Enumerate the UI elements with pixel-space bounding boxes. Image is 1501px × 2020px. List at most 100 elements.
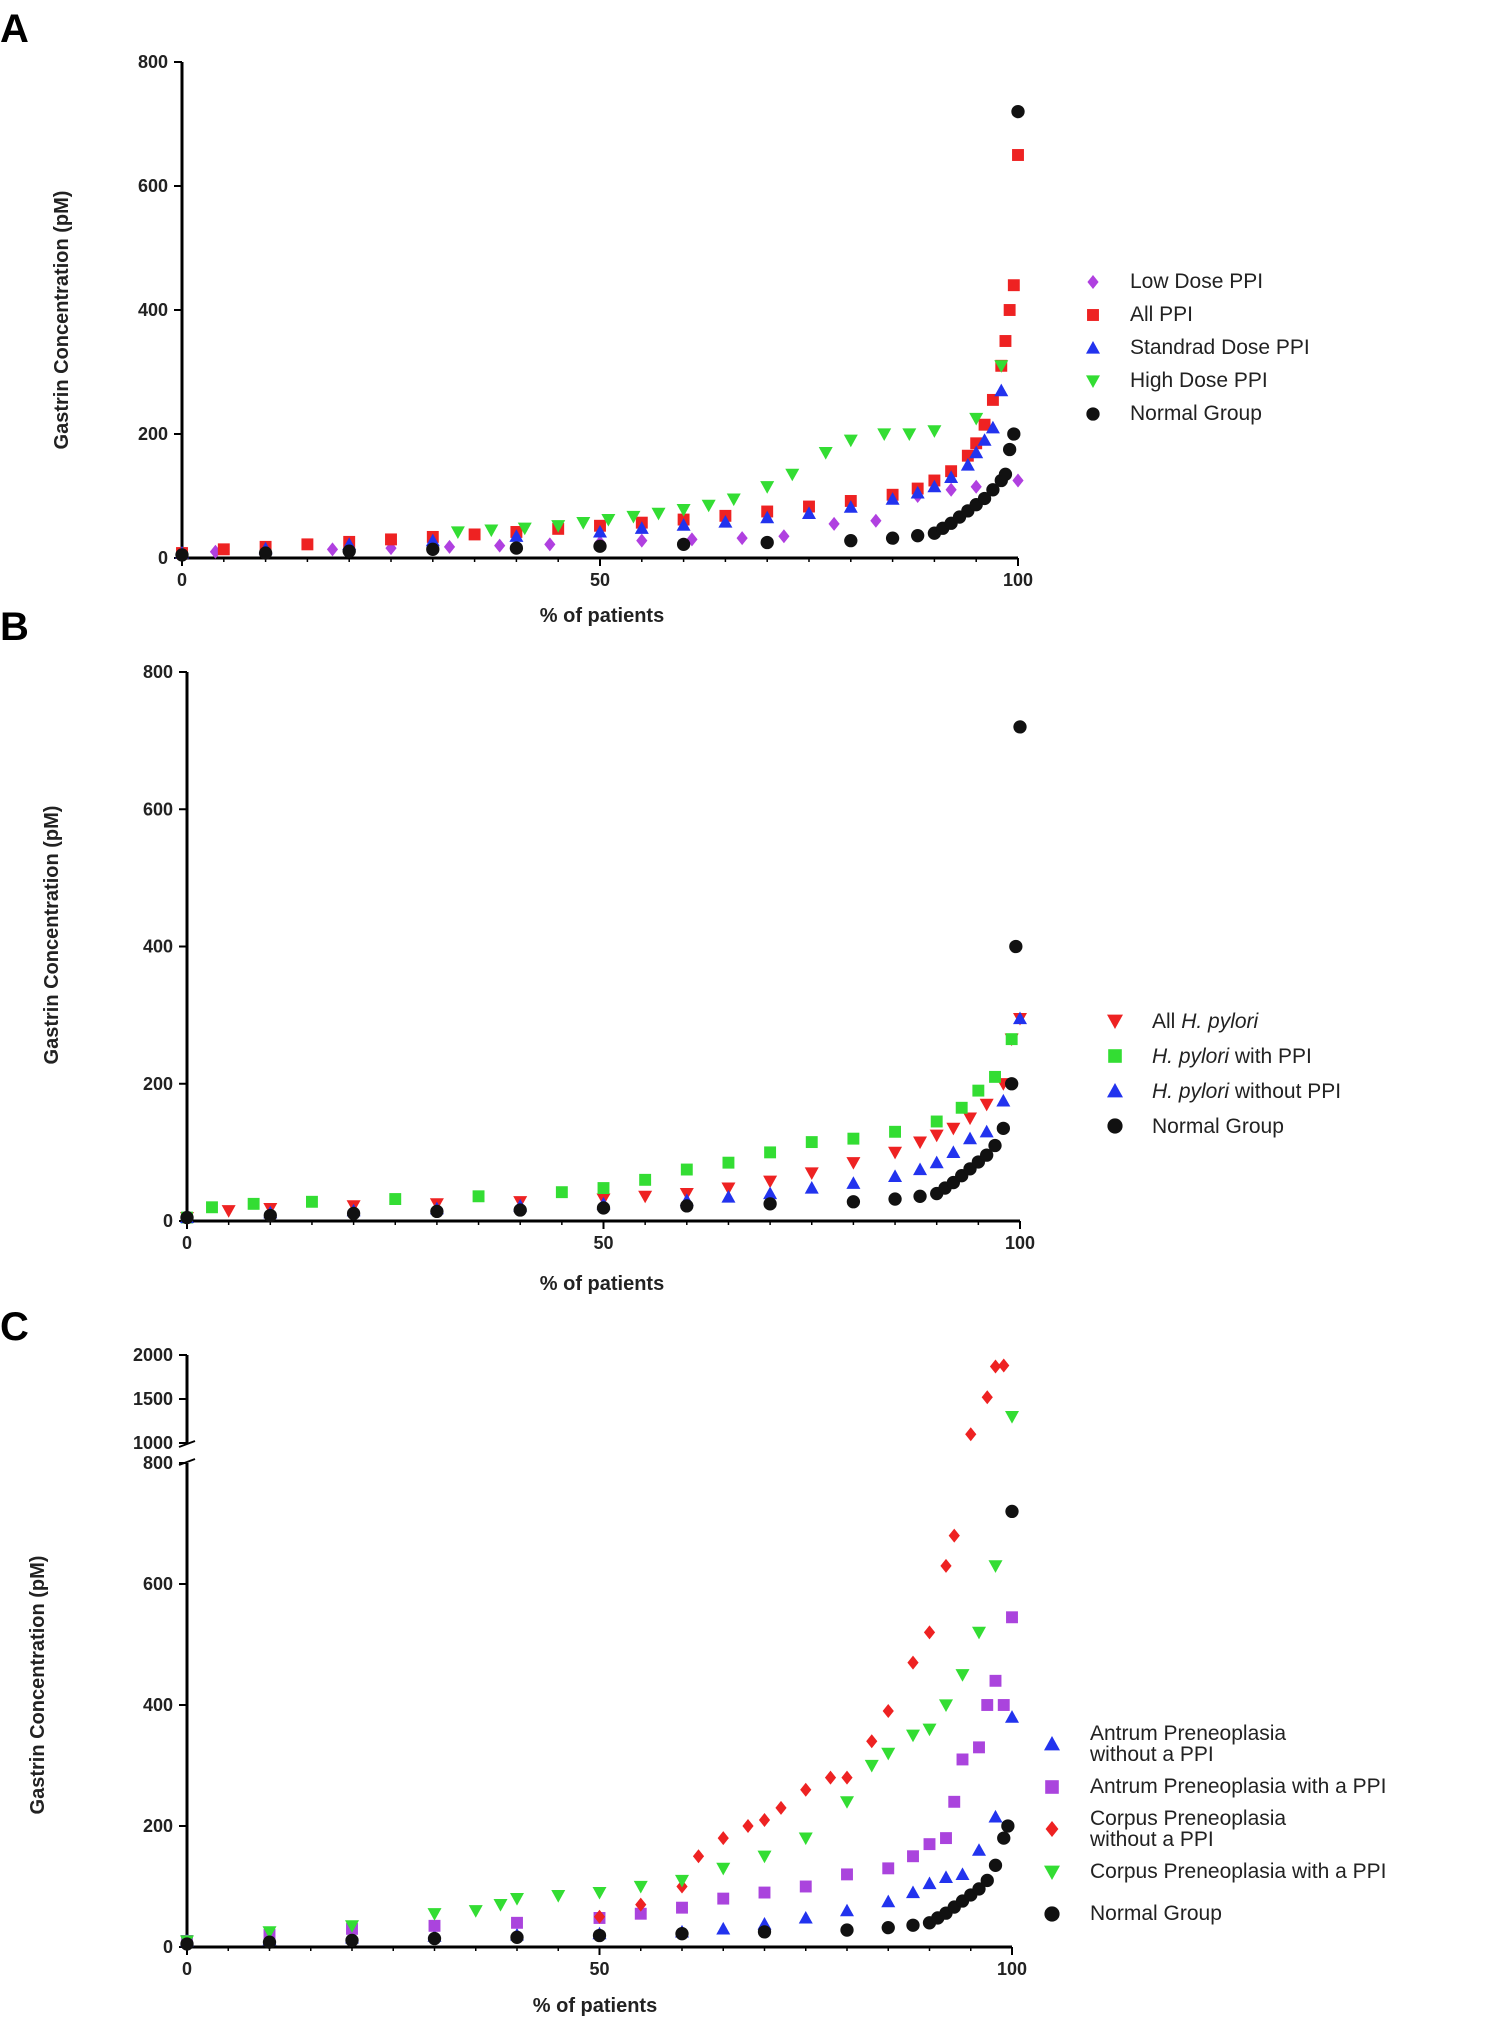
data-point — [885, 531, 900, 545]
data-point — [988, 1809, 1003, 1823]
legend-label: All H. pylori — [1152, 1010, 1260, 1033]
data-point — [639, 1173, 652, 1186]
data-point — [676, 504, 691, 517]
data-point — [986, 483, 1000, 497]
data-point — [509, 541, 524, 555]
data-point — [828, 516, 840, 531]
data-point — [977, 433, 992, 446]
data-point — [1002, 442, 1017, 457]
legend-marker — [1086, 341, 1100, 354]
x-tick-label: 0 — [182, 1959, 192, 1979]
data-point — [701, 499, 716, 513]
data-point — [717, 1892, 730, 1905]
legend-label: Corpus Preneoplasia with a PPI — [1090, 1860, 1387, 1883]
data-point — [468, 1905, 483, 1918]
data-point — [638, 1190, 653, 1204]
data-point — [930, 1115, 943, 1128]
data-point — [955, 1867, 970, 1880]
data-point — [955, 1101, 968, 1114]
data-point — [634, 1907, 647, 1920]
data-point — [988, 1138, 1002, 1153]
data-point — [1005, 1504, 1019, 1519]
legend-marker — [1044, 1736, 1060, 1751]
y-tick-label: 200 — [143, 1816, 173, 1836]
data-point — [758, 1812, 771, 1827]
data-point — [978, 418, 991, 431]
data-point — [981, 1699, 994, 1711]
x-tick-label: 50 — [593, 1233, 613, 1253]
data-point — [907, 1850, 919, 1863]
y-tick-label: 400 — [143, 937, 173, 957]
legend-marker — [1087, 275, 1099, 289]
data-point — [881, 1920, 895, 1935]
data-point — [994, 360, 1009, 373]
series-standrad-dose-ppi — [175, 383, 1009, 559]
data-point — [510, 1893, 524, 1906]
data-point — [824, 1770, 837, 1785]
data-point — [922, 1876, 937, 1890]
data-point — [906, 1885, 920, 1899]
data-point — [763, 1186, 778, 1200]
data-point — [846, 1157, 861, 1170]
data-point — [427, 1931, 442, 1946]
series-h-pylori-with-ppi — [181, 1033, 1018, 1224]
data-point — [840, 1796, 854, 1809]
data-point — [675, 1874, 689, 1888]
y-tick-label: 1500 — [133, 1389, 173, 1409]
y-tick-label: 1000 — [133, 1433, 173, 1453]
legend-marker — [1107, 1083, 1123, 1098]
legend-label: Standrad Dose PPI — [1130, 336, 1310, 359]
data-point — [1009, 939, 1023, 954]
data-point — [846, 1195, 861, 1209]
y-tick-label: 400 — [143, 1695, 173, 1715]
data-point — [544, 537, 556, 552]
data-point — [1007, 279, 1020, 292]
legend-marker — [1107, 1118, 1123, 1134]
data-point — [972, 1843, 986, 1856]
data-point — [1013, 1011, 1027, 1025]
data-point — [881, 1747, 896, 1761]
series-low-dose-ppi — [209, 473, 1024, 559]
data-point — [960, 458, 975, 471]
series-normal-group — [180, 720, 1027, 1225]
data-point — [843, 434, 858, 448]
series-normal-group — [180, 1504, 1019, 1951]
data-point — [716, 1921, 731, 1935]
series-normal-group — [175, 104, 1025, 562]
data-point — [597, 1182, 610, 1195]
legend-label: H. pylori with PPI — [1152, 1045, 1312, 1068]
data-point — [923, 1625, 936, 1640]
data-point — [939, 1870, 953, 1884]
y-tick-label: 600 — [143, 799, 173, 819]
data-point — [221, 1205, 236, 1218]
data-point — [484, 524, 499, 538]
data-point — [262, 1926, 277, 1939]
data-point — [913, 1136, 928, 1150]
data-point — [513, 1203, 527, 1217]
data-point — [263, 1208, 277, 1223]
data-point — [1012, 473, 1024, 488]
data-point — [206, 1201, 218, 1214]
data-point — [980, 1873, 994, 1888]
data-point — [963, 1112, 978, 1126]
data-point — [1005, 1411, 1019, 1424]
data-point — [555, 1186, 568, 1199]
panel-letter-b: B — [0, 605, 29, 649]
data-point — [262, 1935, 277, 1949]
x-tick-label: 100 — [1003, 570, 1033, 590]
data-point — [961, 449, 974, 462]
data-point — [680, 1163, 693, 1176]
data-point — [977, 491, 992, 506]
legend-marker — [1045, 1821, 1059, 1837]
data-point — [493, 1899, 508, 1912]
data-point — [907, 1655, 919, 1670]
data-point — [944, 470, 959, 483]
data-point — [551, 520, 566, 533]
data-point — [763, 1175, 778, 1189]
y-tick-label: 2000 — [133, 1345, 173, 1365]
series-all-ppi — [176, 149, 1024, 559]
data-point — [592, 1928, 607, 1943]
data-point — [180, 1210, 194, 1225]
data-point — [840, 1903, 854, 1917]
data-point — [956, 1753, 969, 1766]
